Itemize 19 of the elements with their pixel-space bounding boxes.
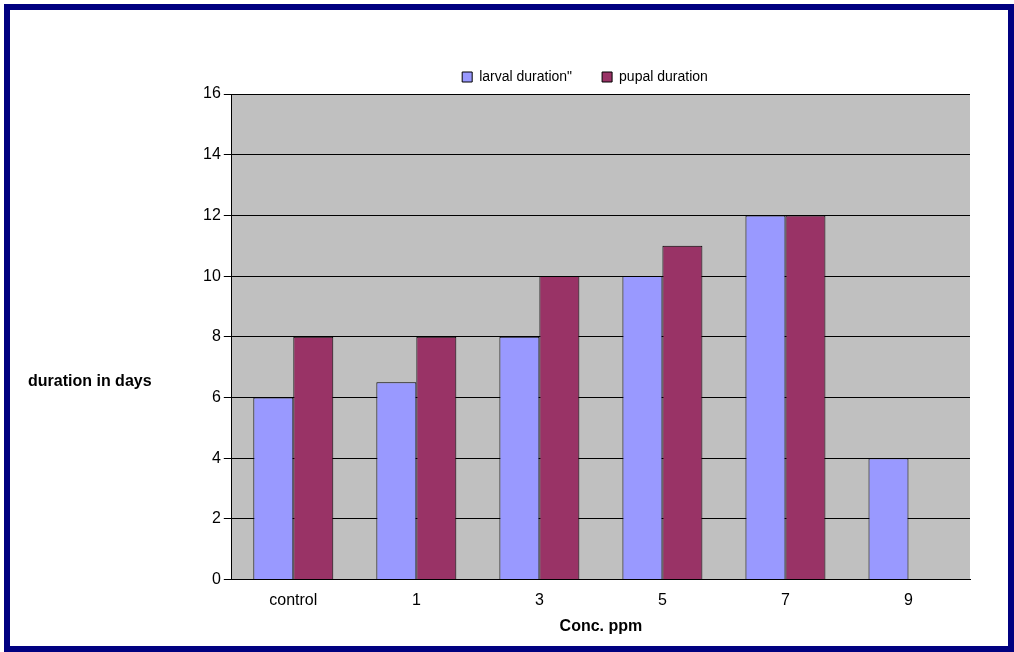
x-tick-label: 3 [534,590,544,608]
x-tick-label: 5 [657,590,667,608]
y-tick-label: 2 [211,509,221,527]
y-tick-label: 10 [203,266,221,284]
legend-label: pupal duration [619,67,708,84]
y-tick-label: 4 [211,448,221,466]
y-tick-label: 16 [203,84,221,102]
x-tick-label: control [269,590,318,608]
y-tick-label: 12 [203,205,221,223]
y-axis-title: duration in days [28,372,152,390]
legend-label: larval duration" [479,67,573,84]
x-tick-label: 7 [781,590,790,608]
x-tick-label: 1 [411,590,421,608]
y-tick-label: 14 [203,145,221,163]
y-tick-label: 6 [211,387,221,405]
x-axis-title: Conc. ppm [559,616,643,634]
y-tick-label: 8 [211,327,221,345]
x-tick-label: 9 [904,590,914,608]
y-tick-label: 0 [211,570,221,588]
